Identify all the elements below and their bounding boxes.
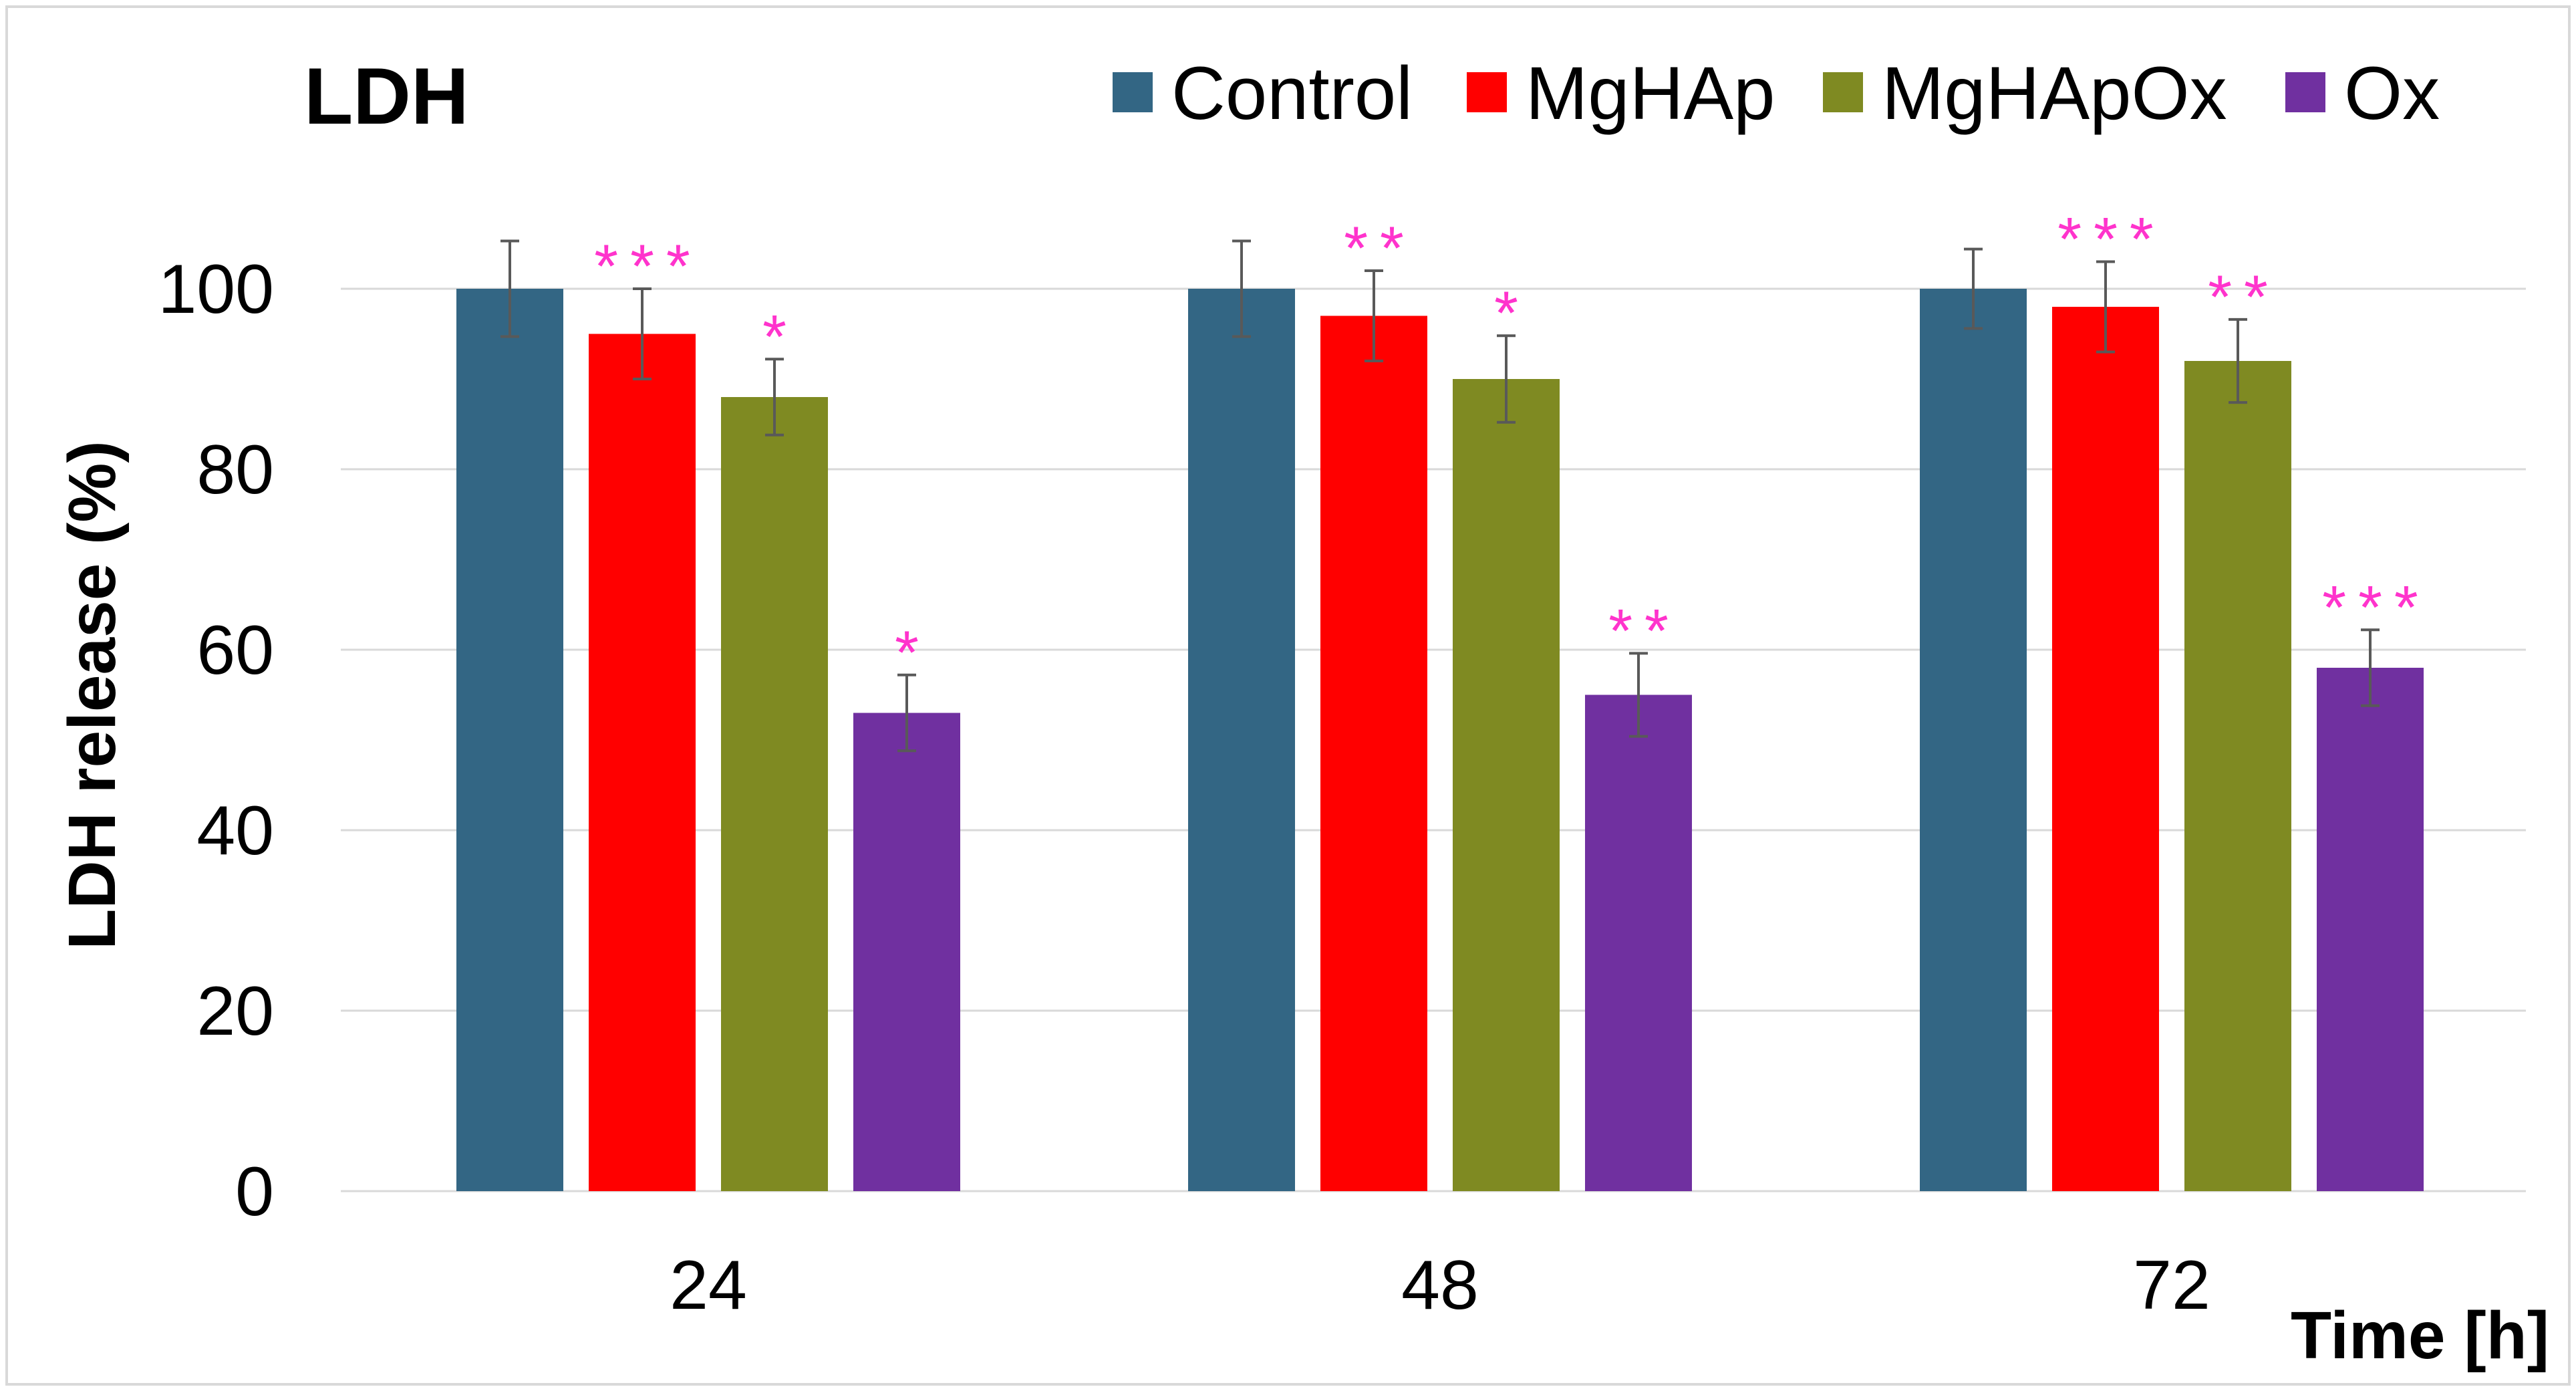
y-tick-label: 0	[235, 1153, 274, 1231]
error-bar	[765, 358, 784, 436]
error-bar	[1232, 239, 1251, 338]
error-bar	[633, 287, 652, 380]
legend-label: MgHApOx	[1882, 51, 2227, 135]
y-tick-label: 20	[196, 973, 274, 1050]
legend-label: MgHAp	[1526, 51, 1775, 135]
significance-marker: ***	[2322, 574, 2430, 642]
significance-marker: *	[895, 619, 931, 687]
legend-label: Control	[1171, 51, 1413, 135]
legend-swatch	[1823, 72, 1863, 112]
chart-title: LDH	[304, 51, 469, 141]
y-tick-label: 60	[196, 612, 274, 689]
legend-item-control: Control	[1113, 51, 1413, 135]
bar-ox-72	[2317, 668, 2424, 1191]
error-bar	[2361, 628, 2380, 707]
legend: Control MgHAp MgHApOx Ox	[1113, 51, 2440, 135]
bar-mghapox-48	[1453, 379, 1560, 1191]
x-tick-label: 24	[670, 1247, 747, 1324]
x-tick-label: 48	[1401, 1247, 1479, 1324]
y-axis-title: LDH release (%)	[55, 440, 130, 949]
error-bar	[1497, 334, 1516, 424]
significance-marker: **	[1344, 215, 1416, 283]
significance-marker: **	[2208, 263, 2280, 332]
y-tick-label: 40	[196, 792, 274, 870]
bar-control-24	[456, 289, 563, 1191]
significance-marker: ***	[594, 233, 702, 301]
y-axis-ticks: 0 20 40 60 80 100	[158, 251, 274, 1231]
significance-marker: ***	[2057, 206, 2165, 274]
significance-marker: *	[1494, 279, 1530, 348]
error-bar	[500, 239, 519, 338]
legend-swatch	[2285, 72, 2325, 112]
significance-markers: ******************	[594, 206, 2430, 687]
y-tick-label: 100	[158, 251, 274, 328]
error-bar	[2229, 318, 2247, 404]
x-tick-label: 72	[2133, 1247, 2210, 1324]
legend-swatch	[1113, 72, 1153, 112]
bar-ox-24	[853, 713, 960, 1191]
bar-mghap-72	[2052, 307, 2159, 1191]
error-bar	[1964, 247, 1983, 330]
bar-mghap-24	[589, 334, 696, 1191]
bar-control-72	[1920, 289, 2027, 1191]
bar-mghapox-24	[721, 397, 828, 1191]
x-axis-title: Time [h]	[2291, 1298, 2549, 1373]
error-bar	[897, 673, 916, 753]
bar-ox-48	[1585, 694, 1692, 1191]
bars	[456, 289, 2424, 1191]
error-bars	[500, 239, 2380, 753]
error-bar	[2096, 260, 2115, 354]
bar-mghap-48	[1320, 315, 1427, 1191]
y-tick-label: 80	[196, 431, 274, 509]
error-bar	[1365, 269, 1383, 362]
bar-mghapox-72	[2184, 361, 2291, 1191]
legend-label: Ox	[2344, 51, 2440, 135]
legend-item-ox: Ox	[2285, 51, 2440, 135]
error-bar	[1629, 652, 1648, 738]
legend-item-mghap: MgHAp	[1467, 51, 1775, 135]
significance-marker: *	[762, 303, 799, 371]
significance-marker: **	[1608, 597, 1681, 665]
legend-item-mghapox: MgHApOx	[1823, 51, 2227, 135]
x-axis-ticks: 24 48 72	[670, 1247, 2210, 1324]
gridlines	[341, 287, 2526, 1192]
bar-control-48	[1188, 289, 1295, 1191]
legend-swatch	[1467, 72, 1507, 112]
